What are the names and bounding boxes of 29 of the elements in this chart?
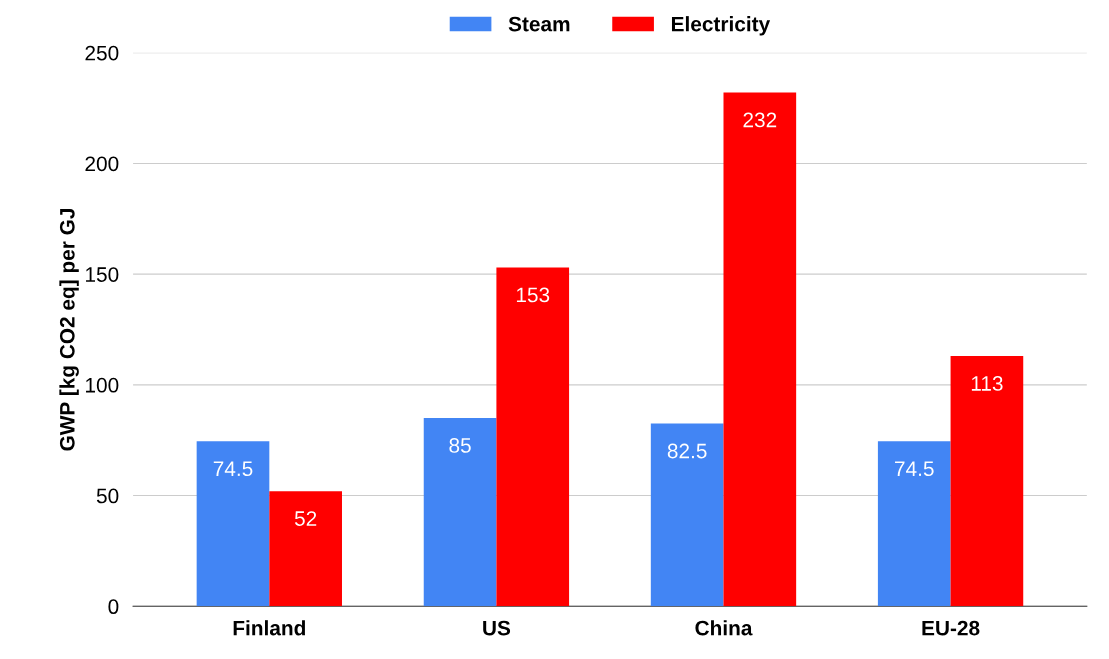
y-tick-label: 100 (86, 377, 119, 393)
data-label: 153 (516, 287, 550, 303)
y-tick-label: 150 (86, 267, 119, 282)
data-label: 82.5 (667, 443, 707, 459)
x-tick-label: China (695, 620, 753, 636)
data-label: 85 (449, 438, 471, 453)
legend-label: Steam (508, 16, 570, 32)
data-label: 74.5 (895, 461, 934, 477)
bar (496, 267, 570, 607)
data-label: 232 (743, 112, 777, 128)
bar (950, 356, 1024, 607)
data-label: 113 (971, 376, 1003, 391)
y-tick-label: 200 (85, 156, 119, 172)
bar (423, 418, 497, 607)
x-tick-label: EU-28 (922, 620, 980, 636)
bar (650, 423, 724, 607)
y-axis-title: GWP [kg CO2 eq] per GJ (59, 208, 79, 451)
bar (877, 441, 951, 607)
data-label: 74.5 (213, 461, 253, 477)
legend-label: Electricity (671, 16, 771, 36)
x-tick-label: US (483, 620, 511, 636)
data-label: 52 (294, 511, 317, 526)
bar (723, 92, 797, 607)
bar (269, 491, 342, 607)
y-tick-label: 50 (96, 488, 119, 504)
y-tick-label: 0 (108, 599, 119, 615)
bar (196, 441, 270, 607)
y-tick-label: 250 (85, 45, 119, 61)
x-tick-label: Finland (233, 620, 305, 636)
